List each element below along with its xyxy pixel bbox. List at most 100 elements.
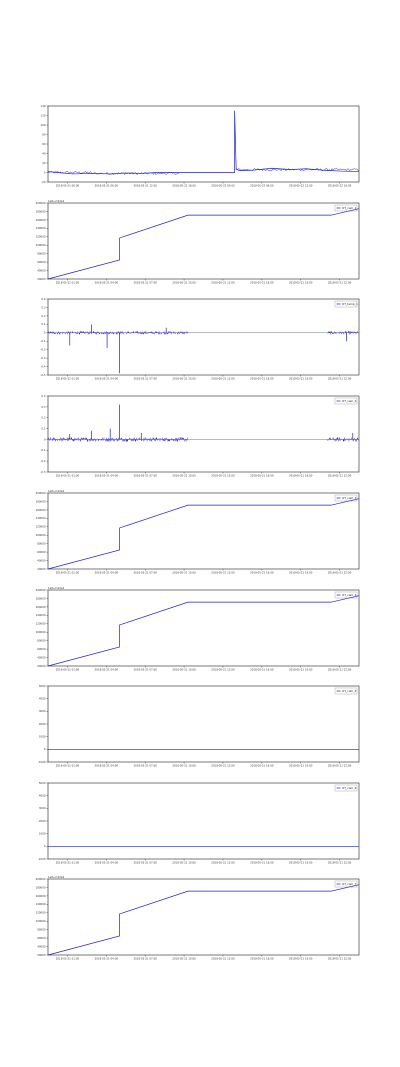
x-tick-label: 2018-05-21 16:00 [250, 668, 274, 672]
y-tick-label: -0.2 [40, 348, 45, 352]
y-tick-label: 20 [42, 161, 46, 165]
legend-box [334, 784, 358, 792]
y-tick-label: 20000 [37, 664, 46, 668]
y-tick-label: 140000 [36, 516, 46, 520]
y-tick-label: 3000 [39, 806, 46, 810]
x-tick-label: 2018-05-22 00:00 [211, 184, 235, 188]
axes-frame [47, 492, 360, 570]
y-tick-label: -0.1 [40, 448, 45, 452]
y-tick-label: 0.4 [41, 394, 45, 398]
plot-p8: 5000 4000 3000 2000 1000 0 -1000 2018-05-21 01:… [38, 781, 360, 865]
x-tick-label: 2018-05-21 16:00 [250, 281, 274, 285]
x-tick-label: 2018-05-21 01:00 [56, 957, 80, 961]
x-tick-label: 2018-05-21 10:00 [172, 957, 196, 961]
y-tick-label: 80000 [37, 542, 46, 546]
y-tick-label: 80000 [37, 252, 46, 256]
series-noise [47, 331, 359, 335]
x-tick-label: 2018-05-21 13:00 [211, 957, 235, 961]
x-tick-label: 2018-05-21 10:00 [172, 377, 196, 381]
y-tick-label: 0 [44, 747, 46, 751]
legend-label: OT_cam_3 [342, 496, 357, 500]
x-tick-label: 2018-05-21 22:00 [328, 281, 352, 285]
y-tick-label: 100000 [36, 533, 46, 537]
y-tick-label: 2000 [39, 819, 46, 823]
x-tick-label: 2018-05-21 19:00 [289, 571, 313, 575]
y-tick-label: 180000 [36, 209, 46, 213]
x-tick-label: 2018-05-21 07:00 [134, 668, 158, 672]
y-tick-label: 0 [44, 170, 46, 174]
x-tick-label: 2018-05-21 13:00 [211, 474, 235, 478]
x-tick-label: 2018-05-22 06:00 [250, 184, 274, 188]
x-tick-label: 2018-05-21 13:00 [211, 377, 235, 381]
x-tick-label: 2018-05-21 07:00 [134, 764, 158, 768]
y-tick-label: 160000 [36, 894, 46, 898]
y-tick-label: 1000 [39, 735, 46, 739]
plot-p5: 20000 40000 60000 80000 100000 120000 140000 16… [36, 489, 360, 575]
legend-label: OT_cam_1 [342, 206, 357, 210]
x-tick-label: 2018-05-21 13:00 [211, 861, 235, 865]
legend-box [334, 204, 358, 212]
y-tick-label: 4000 [39, 794, 46, 798]
x-tick-label: 2018-05-21 04:00 [95, 474, 119, 478]
x-tick-label: 2018-05-21 22:00 [328, 764, 352, 768]
y-tick-label: 5000 [39, 684, 46, 688]
x-tick-label: 2018-05-21 22:00 [328, 571, 352, 575]
y-tick-label: 140000 [36, 902, 46, 906]
axes-frame [47, 105, 360, 183]
x-tick-label: 2018-05-21 04:00 [95, 957, 119, 961]
y-tick-label: -0.3 [40, 470, 45, 474]
y-tick-label: 140 [41, 104, 46, 108]
x-tick-label: 2018-05-21 06:00 [95, 184, 119, 188]
x-tick-label: 2018-05-21 10:00 [172, 474, 196, 478]
x-tick-label: 2018-05-21 01:00 [56, 861, 80, 865]
plot-p1: -20 0 20 40 60 80 100 120 140 2018-05-21 00:00 201… [41, 104, 360, 188]
y-tick-label: 200000 [36, 201, 46, 205]
x-tick-label: 2018-05-21 01:00 [56, 668, 80, 672]
series-line [47, 884, 360, 956]
x-tick-label: 2018-05-21 13:00 [211, 668, 235, 672]
x-tick-label: 2018-05-21 07:00 [134, 957, 158, 961]
x-tick-label: 2018-05-21 07:00 [134, 571, 158, 575]
x-tick-label: 2018-05-21 04:00 [95, 281, 119, 285]
y-tick-label: 120000 [36, 235, 46, 239]
x-tick-label: 2018-05-21 18:00 [172, 184, 196, 188]
x-tick-label: 2018-05-21 01:00 [56, 571, 80, 575]
legend-box [334, 300, 358, 308]
plot-p2: 20000 40000 60000 80000 100000 120000 140000 16… [36, 199, 360, 285]
y-tick-label: 120 [41, 113, 46, 117]
series-line [47, 498, 360, 570]
y-tick-label: 60000 [37, 936, 46, 940]
y-tick-label: 20000 [37, 277, 46, 281]
legend-box [334, 687, 358, 695]
y-tick-label: 40000 [37, 944, 46, 948]
y-tick-label: 60000 [37, 260, 46, 264]
y-tick-label: 160000 [36, 508, 46, 512]
y-tick-label: 0.4 [41, 297, 45, 301]
x-tick-label: 2018-05-22 18:00 [328, 184, 352, 188]
x-tick-label: 2018-05-21 22:00 [328, 861, 352, 865]
y-tick-label: 200000 [36, 877, 46, 881]
axes-frame [47, 782, 360, 860]
series-noise [47, 168, 360, 176]
legend-label: OT_temp_1 [342, 302, 358, 306]
plot-p4: 0.4 0.3 0.2 0.1 0 -0.1 -0.2 -0.3 2018-05-21 01:0… [40, 394, 360, 478]
legend-box [334, 880, 358, 888]
y-tick-label: 0 [44, 437, 46, 441]
y-tick-label: 100000 [36, 919, 46, 923]
x-tick-label: 2018-05-21 13:00 [211, 764, 235, 768]
y-tick-label: 0.2 [41, 416, 45, 420]
y-tick-label: 100 [41, 123, 46, 127]
series-line [47, 208, 360, 280]
x-tick-label: 2018-05-21 10:00 [172, 764, 196, 768]
legend-label: OT_cam_6 [342, 786, 357, 790]
y-tick-label: -1000 [38, 760, 46, 764]
y-tick-label: 120000 [36, 911, 46, 915]
y-tick-label: 0.1 [41, 426, 45, 430]
y-tick-label: 1000 [39, 832, 46, 836]
y-tick-label: 140000 [36, 613, 46, 617]
axes-frame [47, 298, 360, 376]
y-tick-label: 100000 [36, 630, 46, 634]
y-tick-label: 0 [44, 844, 46, 848]
legend-box [334, 591, 358, 599]
